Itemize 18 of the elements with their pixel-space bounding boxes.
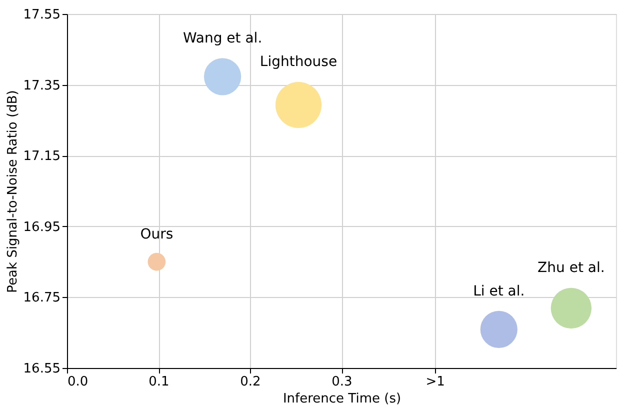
x-axis-title: Inference Time (s) (282, 392, 402, 406)
x-tick-label: 0.2 (240, 374, 261, 390)
x-tick-label: 0.1 (148, 374, 170, 390)
y-axis-title: Peak Signal-to-Noise Ratio (dB) (5, 90, 20, 293)
x-tick-label: 0.3 (332, 374, 352, 390)
y-tick-label: 17.55 (23, 8, 60, 22)
y-tick-label: 16.75 (23, 290, 60, 306)
series-label: Wang et al. (182, 30, 262, 47)
y-tick-label: 16.95 (23, 220, 60, 235)
y-tick-label: 17.35 (23, 78, 60, 94)
x-tick-label: >1 (426, 374, 445, 390)
x-tick-label: 0.0 (68, 374, 88, 390)
series-label: Ours (140, 226, 174, 243)
y-tick-label: 17.15 (23, 149, 60, 164)
series-label: Zhu et al. (538, 260, 605, 276)
series-label: Lighthouse (260, 54, 338, 70)
y-tick-label: 16.55 (23, 362, 60, 376)
series-label: Li et al. (473, 283, 525, 300)
